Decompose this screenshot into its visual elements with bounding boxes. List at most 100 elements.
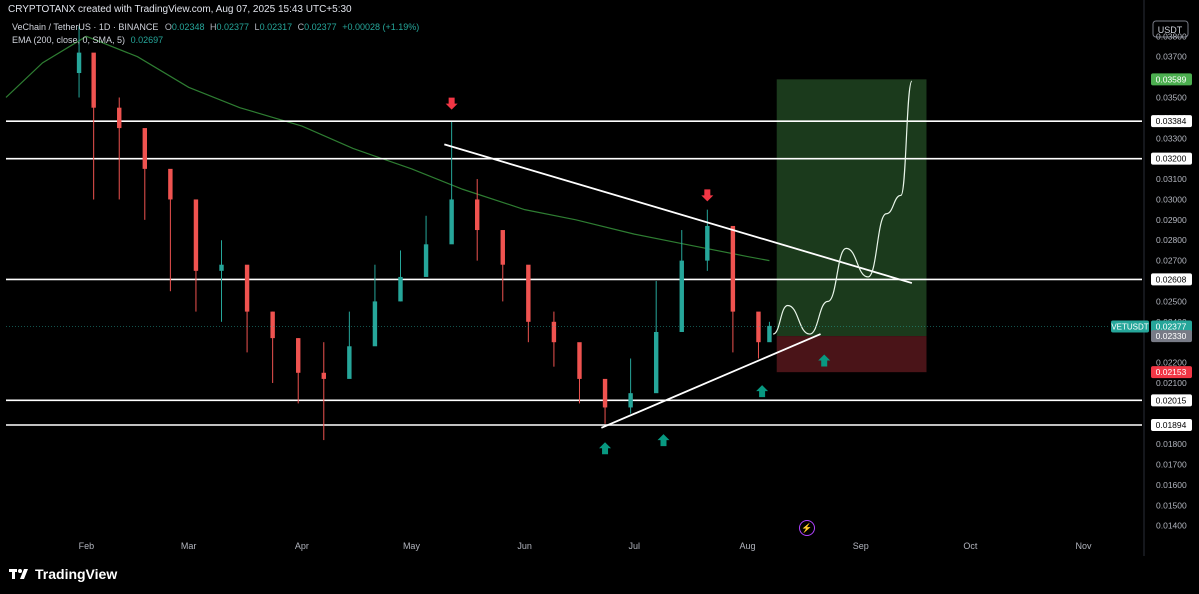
arrow-up-marker[interactable] (756, 385, 769, 398)
trendlines (444, 143, 913, 429)
level-price-label: 0.03200 (1156, 154, 1187, 164)
symbol-badge (1111, 320, 1149, 333)
candles (76, 26, 772, 441)
arrow-up-marker[interactable] (657, 434, 670, 447)
candle-body[interactable] (449, 199, 454, 245)
price-tick-label: 0.03800 (1156, 31, 1187, 41)
close-value: 0.02377 (304, 22, 337, 32)
arrow-up-marker[interactable] (818, 354, 831, 367)
time-axis: Feb Mar Apr May Jun Jul Aug Sep Oct Nov (79, 541, 1092, 551)
level-price-label: 0.02015 (1156, 395, 1187, 405)
current-price-label: 0.02377 (1156, 321, 1187, 331)
candle-body[interactable] (705, 225, 710, 261)
candle-body[interactable] (577, 342, 582, 379)
close-key: C (297, 22, 305, 32)
candle-body[interactable] (767, 325, 772, 343)
tradingview-logo-icon (9, 569, 28, 579)
candle-body[interactable] (270, 311, 275, 339)
time-tick-label: Sep (853, 541, 869, 551)
candle-body[interactable] (551, 321, 557, 343)
high-value: 0.02377 (216, 22, 250, 32)
candle-body[interactable] (526, 264, 531, 322)
open-value: 0.02348 (171, 22, 205, 32)
symbol-label: VETUSDT (1111, 322, 1148, 331)
time-tick-label: Mar (181, 541, 197, 551)
chart-legend: VeChain / TetherUS · 1D · BINANCE O0.023… (12, 21, 419, 47)
ema-series-line[interactable] (5, 35, 770, 262)
candle-body[interactable] (117, 107, 122, 129)
candle-body[interactable] (475, 199, 480, 231)
candle-body[interactable] (500, 230, 505, 265)
level-price-label: 0.02608 (1156, 274, 1187, 284)
currency-label: USDT (1158, 25, 1183, 35)
time-tick-label: May (403, 541, 421, 551)
time-tick-label: Nov (1076, 541, 1093, 551)
candle-body[interactable] (628, 393, 633, 408)
candle-body[interactable] (679, 260, 684, 332)
candle-body[interactable] (168, 168, 173, 200)
candle-body[interactable] (730, 225, 736, 312)
time-tick-label: Apr (295, 541, 309, 551)
arrow-up-marker[interactable] (599, 442, 612, 455)
time-tick-label: Oct (963, 541, 978, 551)
ema-label[interactable]: EMA (200, close, 0, SMA, 5) (12, 35, 126, 45)
price-tick-label: 0.02200 (1156, 358, 1187, 368)
position-zones (776, 79, 927, 373)
profit-zone[interactable] (776, 79, 927, 337)
level-price-badge (1151, 418, 1192, 431)
price-tick-label: 0.01600 (1156, 480, 1187, 490)
entry-price-label: 0.02330 (1156, 331, 1187, 341)
candle-body[interactable] (219, 264, 224, 271)
candle-body[interactable] (321, 372, 326, 379)
candle-body[interactable] (142, 128, 148, 169)
price-tick-label: 0.02700 (1156, 256, 1187, 266)
open-key: O (164, 22, 172, 32)
footer-bar: TradingView (0, 556, 1199, 594)
horizontal-levels (6, 120, 1142, 426)
candle-body[interactable] (423, 244, 429, 277)
entry-price-badge (1151, 330, 1192, 343)
target-price-label: 0.03589 (1156, 74, 1187, 84)
candle-body[interactable] (347, 346, 352, 379)
candle-body[interactable] (76, 52, 82, 74)
tradingview-logo[interactable]: TradingView (9, 566, 117, 582)
arrow-down-marker[interactable] (445, 97, 458, 110)
markers (445, 97, 831, 455)
projection-curve[interactable] (772, 80, 913, 335)
price-tick-label: 0.03700 (1156, 52, 1187, 62)
loss-zone[interactable] (776, 336, 927, 373)
candle-body[interactable] (244, 264, 250, 312)
candle-body[interactable] (193, 199, 199, 271)
target-price-badge (1151, 73, 1192, 86)
credit-text: CRYPTOTANX created with TradingView.com,… (8, 4, 352, 15)
candle-body[interactable] (372, 301, 378, 347)
projection-path (772, 80, 913, 335)
trendline[interactable] (601, 333, 821, 429)
lightning-icon[interactable]: ⚡ (799, 520, 815, 536)
candle-body[interactable] (398, 276, 403, 302)
ema-line (5, 35, 770, 262)
candle-body[interactable] (653, 332, 659, 394)
candle-body[interactable] (91, 52, 96, 108)
change-value: +0.00028 (+1.19%) (342, 22, 420, 32)
price-tick-label: 0.01800 (1156, 439, 1187, 449)
candle-body[interactable] (296, 338, 301, 373)
price-tick-label: 0.03300 (1156, 133, 1187, 143)
price-tick-label: 0.02900 (1156, 215, 1187, 225)
symbol-label[interactable]: VeChain / TetherUS · 1D · BINANCE (12, 22, 159, 32)
price-tick-label: 0.01700 (1156, 460, 1187, 470)
candle-body[interactable] (756, 311, 761, 343)
stop-price-badge (1151, 366, 1192, 379)
candle-body[interactable] (602, 378, 608, 408)
time-tick-label: Feb (79, 541, 95, 551)
trendline[interactable] (444, 143, 913, 284)
currency-badge[interactable] (1152, 20, 1189, 38)
time-tick-label: Jul (629, 541, 641, 551)
ema-value: 0.02697 (130, 35, 164, 45)
level-price-badge (1151, 394, 1192, 407)
price-tick-label: 0.02100 (1156, 378, 1187, 388)
stop-price-label: 0.02153 (1156, 367, 1187, 377)
arrow-down-marker[interactable] (701, 189, 714, 202)
price-tick-label: 0.01400 (1156, 521, 1187, 531)
